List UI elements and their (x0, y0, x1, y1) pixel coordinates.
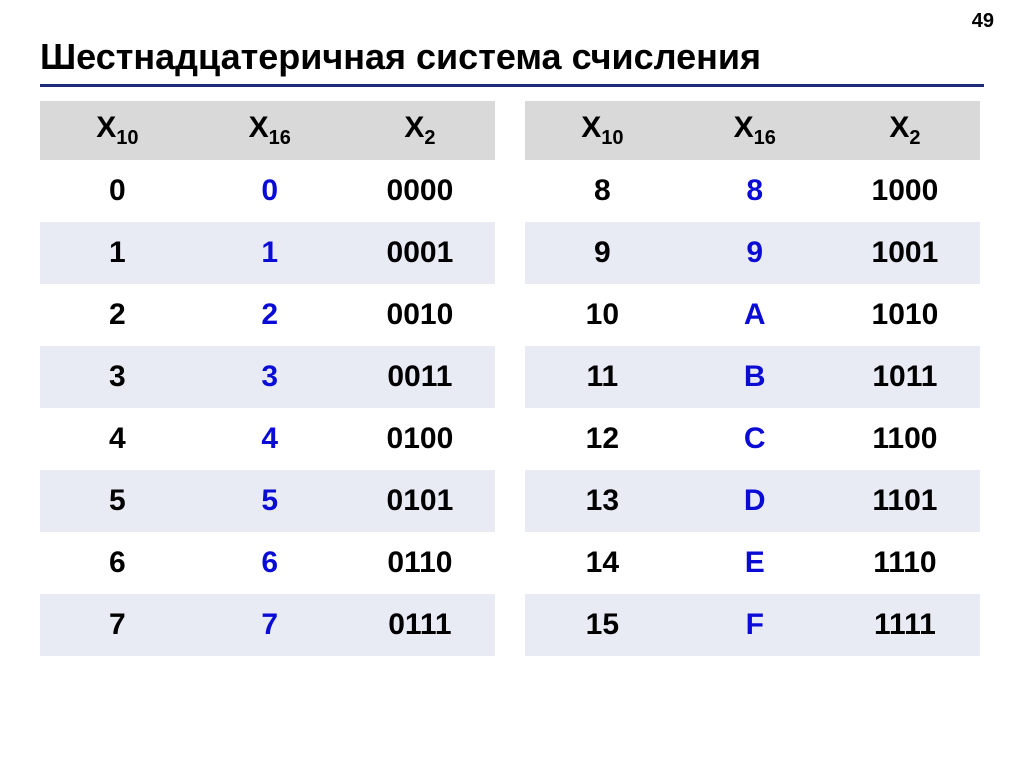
hex-table-right: X10 X16 X2 8 8 1000 9 (525, 101, 980, 656)
cell-bin: 1001 (830, 222, 980, 284)
table-row: 14 E 1110 (525, 532, 980, 594)
table-row: 2 2 0010 (40, 284, 495, 346)
cell-hex: 6 (195, 532, 345, 594)
cell-dec: 2 (40, 284, 195, 346)
table-row: 5 5 0101 (40, 470, 495, 532)
table-header-row: X10 X16 X2 (525, 101, 980, 160)
header-x2-x: X (404, 111, 424, 144)
table-row: 4 4 0100 (40, 408, 495, 470)
cell-dec: 8 (525, 160, 680, 222)
cell-bin: 1110 (830, 532, 980, 594)
header-x10-x: X (581, 111, 601, 144)
page-number: 49 (972, 10, 994, 33)
header-x10: X10 (525, 101, 680, 160)
table-row: 13 D 1101 (525, 470, 980, 532)
tables-container: X10 X16 X2 0 0 0000 1 (40, 101, 984, 656)
table-row: 7 7 0111 (40, 594, 495, 656)
table-row: 12 C 1100 (525, 408, 980, 470)
header-x10: X10 (40, 101, 195, 160)
table-row: 1 1 0001 (40, 222, 495, 284)
table-row: 11 B 1011 (525, 346, 980, 408)
cell-bin: 1000 (830, 160, 980, 222)
table-row: 9 9 1001 (525, 222, 980, 284)
table-row: 0 0 0000 (40, 160, 495, 222)
header-x2: X2 (345, 101, 495, 160)
cell-dec: 10 (525, 284, 680, 346)
cell-hex: 9 (680, 222, 830, 284)
cell-dec: 6 (40, 532, 195, 594)
cell-dec: 9 (525, 222, 680, 284)
cell-dec: 13 (525, 470, 680, 532)
header-x10-x: X (96, 111, 116, 144)
header-x16-sub: 16 (269, 127, 291, 149)
header-x16: X16 (195, 101, 345, 160)
table-row: 6 6 0110 (40, 532, 495, 594)
hex-table-left: X10 X16 X2 0 0 0000 1 (40, 101, 495, 656)
cell-bin: 0101 (345, 470, 495, 532)
header-x16-x: X (249, 111, 269, 144)
cell-dec: 15 (525, 594, 680, 656)
cell-bin: 1100 (830, 408, 980, 470)
cell-hex: C (680, 408, 830, 470)
cell-dec: 1 (40, 222, 195, 284)
header-x2-sub: 2 (424, 127, 435, 149)
cell-bin: 0111 (345, 594, 495, 656)
header-x16: X16 (680, 101, 830, 160)
header-x2-x: X (889, 111, 909, 144)
header-x16-x: X (734, 111, 754, 144)
cell-bin: 0000 (345, 160, 495, 222)
cell-bin: 0001 (345, 222, 495, 284)
table-row: 15 F 1111 (525, 594, 980, 656)
header-x10-sub: 10 (116, 127, 138, 149)
cell-dec: 7 (40, 594, 195, 656)
cell-dec: 4 (40, 408, 195, 470)
page-title: Шестнадцатеричная система счисления (40, 36, 984, 78)
cell-hex: D (680, 470, 830, 532)
cell-dec: 3 (40, 346, 195, 408)
cell-bin: 0011 (345, 346, 495, 408)
table-header-row: X10 X16 X2 (40, 101, 495, 160)
cell-hex: 8 (680, 160, 830, 222)
cell-bin: 0110 (345, 532, 495, 594)
cell-hex: 0 (195, 160, 345, 222)
title-rule (40, 84, 984, 87)
cell-bin: 1011 (830, 346, 980, 408)
cell-hex: 7 (195, 594, 345, 656)
cell-dec: 14 (525, 532, 680, 594)
table-row: 3 3 0011 (40, 346, 495, 408)
cell-hex: 1 (195, 222, 345, 284)
cell-hex: E (680, 532, 830, 594)
cell-hex: 4 (195, 408, 345, 470)
header-x16-sub: 16 (754, 127, 776, 149)
cell-bin: 1111 (830, 594, 980, 656)
cell-dec: 11 (525, 346, 680, 408)
cell-bin: 0010 (345, 284, 495, 346)
slide: 49 Шестнадцатеричная система счисления X… (0, 0, 1024, 767)
cell-bin: 0100 (345, 408, 495, 470)
cell-bin: 1010 (830, 284, 980, 346)
header-x2: X2 (830, 101, 980, 160)
table-row: 8 8 1000 (525, 160, 980, 222)
table-row: 10 A 1010 (525, 284, 980, 346)
cell-hex: 5 (195, 470, 345, 532)
cell-bin: 1101 (830, 470, 980, 532)
cell-hex: 3 (195, 346, 345, 408)
cell-hex: F (680, 594, 830, 656)
cell-hex: B (680, 346, 830, 408)
cell-hex: 2 (195, 284, 345, 346)
header-x2-sub: 2 (909, 127, 920, 149)
cell-dec: 5 (40, 470, 195, 532)
cell-hex: A (680, 284, 830, 346)
cell-dec: 0 (40, 160, 195, 222)
header-x10-sub: 10 (601, 127, 623, 149)
cell-dec: 12 (525, 408, 680, 470)
